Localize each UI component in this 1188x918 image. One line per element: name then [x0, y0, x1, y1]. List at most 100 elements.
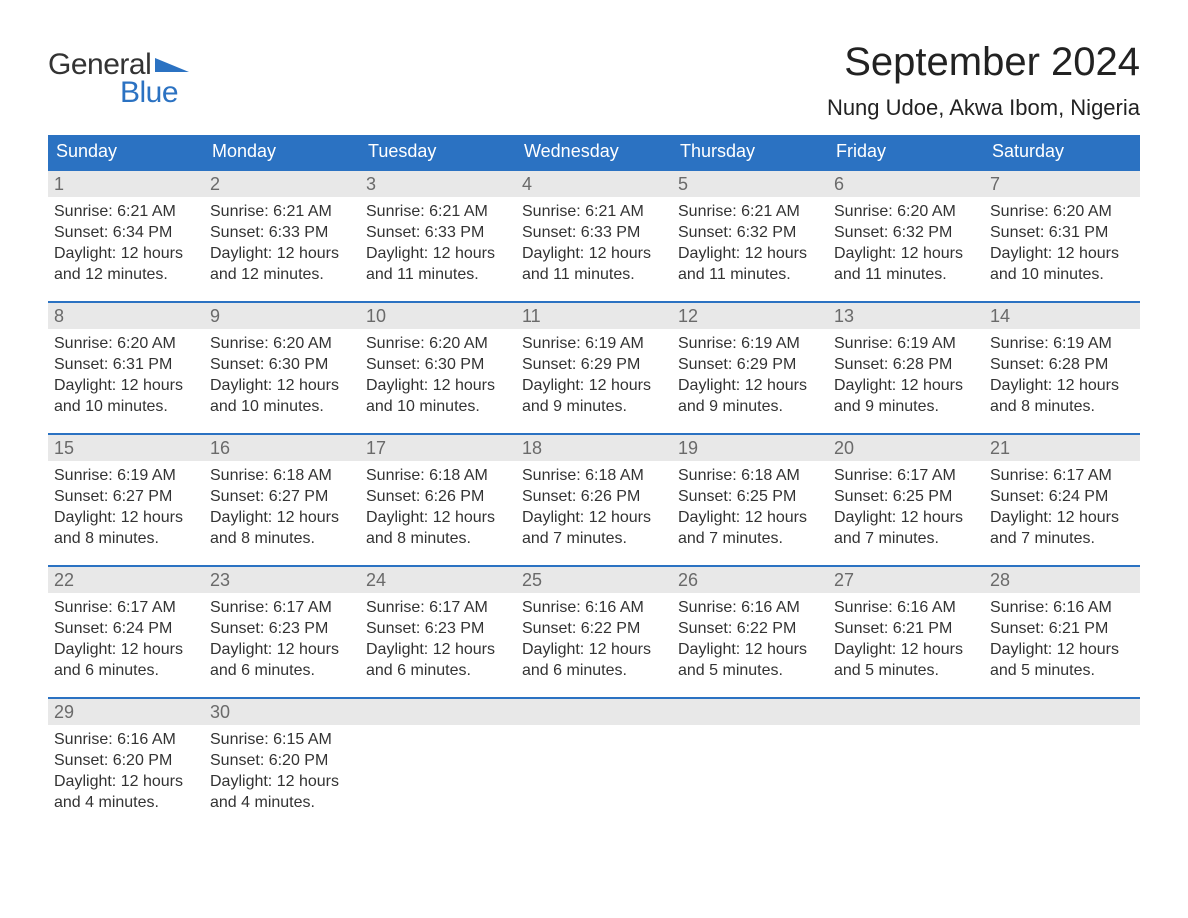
day-sunrise: Sunrise: 6:16 AM — [678, 597, 822, 618]
day-sunset: Sunset: 6:26 PM — [366, 486, 510, 507]
day-header: Saturday — [984, 135, 1140, 169]
day-sunrise: Sunrise: 6:17 AM — [54, 597, 198, 618]
week-row: 8Sunrise: 6:20 AMSunset: 6:31 PMDaylight… — [48, 301, 1140, 423]
day-dl1: Daylight: 12 hours — [54, 243, 198, 264]
day-sunrise: Sunrise: 6:19 AM — [678, 333, 822, 354]
day-dl1: Daylight: 12 hours — [210, 375, 354, 396]
day-dl1: Daylight: 12 hours — [990, 639, 1134, 660]
day-body: Sunrise: 6:19 AMSunset: 6:29 PMDaylight:… — [516, 329, 672, 423]
brand-logo: General Blue — [48, 48, 189, 110]
day-number: 18 — [516, 435, 672, 461]
day-sunset: Sunset: 6:27 PM — [54, 486, 198, 507]
day-sunset: Sunset: 6:33 PM — [366, 222, 510, 243]
day-number: 20 — [828, 435, 984, 461]
day-dl2: and 8 minutes. — [210, 528, 354, 549]
day-dl2: and 5 minutes. — [834, 660, 978, 681]
day-cell: 20Sunrise: 6:17 AMSunset: 6:25 PMDayligh… — [828, 435, 984, 555]
day-cell: 13Sunrise: 6:19 AMSunset: 6:28 PMDayligh… — [828, 303, 984, 423]
day-dl1: Daylight: 12 hours — [366, 507, 510, 528]
day-cell: 12Sunrise: 6:19 AMSunset: 6:29 PMDayligh… — [672, 303, 828, 423]
day-dl1: Daylight: 12 hours — [678, 639, 822, 660]
calendar: Sunday Monday Tuesday Wednesday Thursday… — [48, 135, 1140, 819]
day-number: 7 — [984, 171, 1140, 197]
day-dl2: and 9 minutes. — [678, 396, 822, 417]
day-cell: 1Sunrise: 6:21 AMSunset: 6:34 PMDaylight… — [48, 171, 204, 291]
weeks-container: 1Sunrise: 6:21 AMSunset: 6:34 PMDaylight… — [48, 169, 1140, 819]
day-body: Sunrise: 6:16 AMSunset: 6:22 PMDaylight:… — [516, 593, 672, 687]
day-body: Sunrise: 6:15 AMSunset: 6:20 PMDaylight:… — [204, 725, 360, 819]
day-cell: 27Sunrise: 6:16 AMSunset: 6:21 PMDayligh… — [828, 567, 984, 687]
day-sunrise: Sunrise: 6:18 AM — [210, 465, 354, 486]
day-dl2: and 6 minutes. — [366, 660, 510, 681]
day-body: Sunrise: 6:18 AMSunset: 6:25 PMDaylight:… — [672, 461, 828, 555]
day-number: 21 — [984, 435, 1140, 461]
day-number: 25 — [516, 567, 672, 593]
day-cell: 23Sunrise: 6:17 AMSunset: 6:23 PMDayligh… — [204, 567, 360, 687]
day-cell: 24Sunrise: 6:17 AMSunset: 6:23 PMDayligh… — [360, 567, 516, 687]
day-number: 22 — [48, 567, 204, 593]
day-dl1: Daylight: 12 hours — [990, 243, 1134, 264]
day-cell: 25Sunrise: 6:16 AMSunset: 6:22 PMDayligh… — [516, 567, 672, 687]
day-sunset: Sunset: 6:23 PM — [210, 618, 354, 639]
day-dl2: and 5 minutes. — [990, 660, 1134, 681]
day-cell — [984, 699, 1140, 819]
day-cell — [516, 699, 672, 819]
week-row: 29Sunrise: 6:16 AMSunset: 6:20 PMDayligh… — [48, 697, 1140, 819]
day-sunrise: Sunrise: 6:20 AM — [366, 333, 510, 354]
day-sunset: Sunset: 6:31 PM — [990, 222, 1134, 243]
day-body: Sunrise: 6:19 AMSunset: 6:29 PMDaylight:… — [672, 329, 828, 423]
day-cell: 21Sunrise: 6:17 AMSunset: 6:24 PMDayligh… — [984, 435, 1140, 555]
day-body: Sunrise: 6:20 AMSunset: 6:32 PMDaylight:… — [828, 197, 984, 291]
day-header: Monday — [204, 135, 360, 169]
day-sunset: Sunset: 6:30 PM — [366, 354, 510, 375]
day-sunset: Sunset: 6:25 PM — [834, 486, 978, 507]
day-sunset: Sunset: 6:32 PM — [678, 222, 822, 243]
day-sunrise: Sunrise: 6:19 AM — [54, 465, 198, 486]
flag-icon — [155, 54, 189, 74]
day-sunrise: Sunrise: 6:19 AM — [834, 333, 978, 354]
day-sunset: Sunset: 6:27 PM — [210, 486, 354, 507]
day-sunrise: Sunrise: 6:18 AM — [522, 465, 666, 486]
day-dl2: and 11 minutes. — [834, 264, 978, 285]
day-body: Sunrise: 6:17 AMSunset: 6:23 PMDaylight:… — [204, 593, 360, 687]
day-cell: 11Sunrise: 6:19 AMSunset: 6:29 PMDayligh… — [516, 303, 672, 423]
day-dl1: Daylight: 12 hours — [366, 375, 510, 396]
header-row: General Blue September 2024 Nung Udoe, A… — [48, 40, 1140, 135]
day-body: Sunrise: 6:17 AMSunset: 6:23 PMDaylight:… — [360, 593, 516, 687]
day-cell: 5Sunrise: 6:21 AMSunset: 6:32 PMDaylight… — [672, 171, 828, 291]
day-header: Tuesday — [360, 135, 516, 169]
title-block: September 2024 Nung Udoe, Akwa Ibom, Nig… — [827, 40, 1140, 135]
day-dl1: Daylight: 12 hours — [210, 243, 354, 264]
day-number: 2 — [204, 171, 360, 197]
day-dl2: and 12 minutes. — [210, 264, 354, 285]
day-dl2: and 6 minutes. — [54, 660, 198, 681]
day-cell: 9Sunrise: 6:20 AMSunset: 6:30 PMDaylight… — [204, 303, 360, 423]
day-dl2: and 10 minutes. — [210, 396, 354, 417]
day-dl2: and 8 minutes. — [54, 528, 198, 549]
day-dl1: Daylight: 12 hours — [990, 507, 1134, 528]
day-sunset: Sunset: 6:26 PM — [522, 486, 666, 507]
day-sunset: Sunset: 6:20 PM — [210, 750, 354, 771]
day-sunrise: Sunrise: 6:17 AM — [366, 597, 510, 618]
day-number: 28 — [984, 567, 1140, 593]
day-cell: 4Sunrise: 6:21 AMSunset: 6:33 PMDaylight… — [516, 171, 672, 291]
day-dl1: Daylight: 12 hours — [522, 243, 666, 264]
day-cell: 7 Sunrise: 6:20 AMSunset: 6:31 PMDaylight… — [984, 171, 1140, 291]
day-number — [984, 699, 1140, 725]
day-dl1: Daylight: 12 hours — [678, 243, 822, 264]
day-dl2: and 7 minutes. — [834, 528, 978, 549]
day-cell: 18Sunrise: 6:18 AMSunset: 6:26 PMDayligh… — [516, 435, 672, 555]
day-body: Sunrise: 6:18 AMSunset: 6:26 PMDaylight:… — [360, 461, 516, 555]
day-sunset: Sunset: 6:21 PM — [990, 618, 1134, 639]
day-dl2: and 6 minutes. — [522, 660, 666, 681]
day-cell: 8Sunrise: 6:20 AMSunset: 6:31 PMDaylight… — [48, 303, 204, 423]
day-cell: 15Sunrise: 6:19 AMSunset: 6:27 PMDayligh… — [48, 435, 204, 555]
day-dl1: Daylight: 12 hours — [210, 507, 354, 528]
day-dl1: Daylight: 12 hours — [834, 507, 978, 528]
day-dl1: Daylight: 12 hours — [990, 375, 1134, 396]
day-sunrise: Sunrise: 6:20 AM — [990, 201, 1134, 222]
day-number: 10 — [360, 303, 516, 329]
day-number: 3 — [360, 171, 516, 197]
day-sunset: Sunset: 6:30 PM — [210, 354, 354, 375]
day-cell: 10 Sunrise: 6:20 AMSunset: 6:30 PMDayligh… — [360, 303, 516, 423]
